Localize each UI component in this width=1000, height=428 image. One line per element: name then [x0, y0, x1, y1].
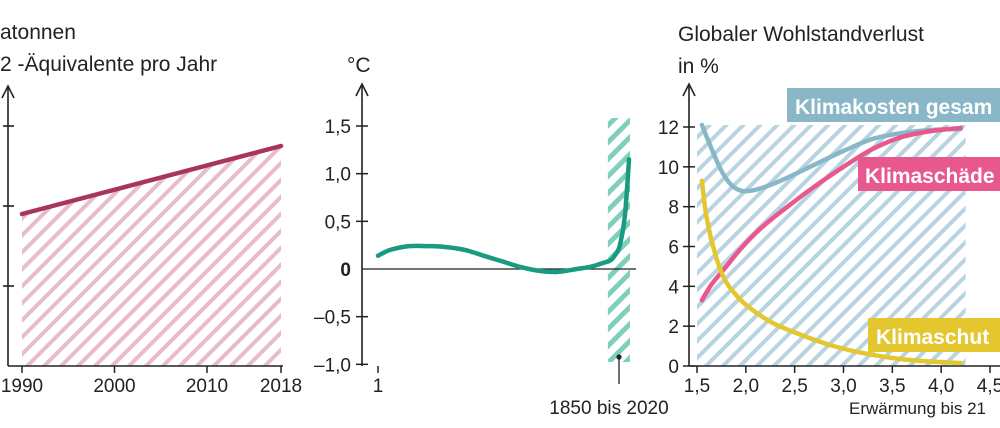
temperature-x-tick-label-1: 1	[373, 376, 384, 397]
emissions-x-tick-label-2: 2010	[186, 376, 228, 397]
emissions-x-tick-label-1: 2000	[93, 376, 135, 397]
legend-protection: Klimaschut	[868, 318, 1000, 352]
temperature-series-line	[375, 157, 632, 275]
welfare-title-line-1: Globaler Wohlstandverlust	[678, 23, 924, 46]
welfare-x-tick-label-4: 3,5	[879, 376, 905, 397]
welfare-y-tick-label-6: 12	[658, 118, 679, 139]
legend-protection-label: Klimaschut	[876, 326, 989, 349]
legend-damages-label: Klimaschäde	[865, 165, 995, 188]
emissions-area-fill	[22, 146, 281, 366]
emissions-panel: atonnen 2 -Äquivalente pro Jahr 1990 2000…	[0, 21, 302, 397]
emissions-x-tick-label-0: 1990	[1, 376, 43, 397]
temperature-highlight-label: 1850 bis 2020	[549, 398, 668, 419]
welfare-y-axis-arrow	[682, 82, 696, 97]
legend-protection-box	[868, 318, 1000, 352]
legend-total-costs: Klimakosten gesam	[787, 88, 1000, 122]
welfare-y-tick-label-4: 8	[668, 198, 679, 219]
welfare-x-tick-label-0: 1,5	[684, 376, 710, 397]
emissions-series-line	[19, 143, 284, 217]
welfare-x-axis-label: Erwärmung bis 21	[849, 399, 986, 418]
welfare-y-tick-label-2: 4	[668, 277, 679, 298]
emissions-x-tick-label-3: 2018	[260, 376, 302, 397]
temperature-y-axis-arrow	[355, 82, 369, 97]
emissions-x-ticks: 1990 2000 2010 2018	[1, 366, 302, 397]
welfare-series-total-costs	[699, 122, 963, 194]
welfare-y-tick-label-1: 2	[668, 317, 679, 338]
welfare-x-ticks: 1,5 2,0 2,5 3,0 3,5 4,0 4,5	[684, 366, 1000, 397]
emissions-y-axis-arrow	[1, 84, 15, 99]
welfare-y-tick-label-0: 0	[668, 357, 679, 378]
temperature-y-tick-label-5: –1,0	[314, 355, 351, 376]
welfare-x-tick-label-2: 2,5	[781, 376, 807, 397]
legend-damages: Klimaschäde	[858, 157, 1000, 191]
welfare-y-tick-label-3: 6	[668, 238, 679, 259]
legend-total-costs-label: Klimakosten gesam	[795, 96, 992, 119]
temperature-y-tick-label-2: 0,5	[325, 212, 351, 233]
temperature-y-tick-label-0: 1,5	[325, 117, 351, 138]
temperature-panel: °C 1,5 1,0 0,5 0 –0,5 –1,0 1 1850 bis 2020	[314, 54, 669, 419]
emissions-y-ticks	[3, 125, 14, 287]
welfare-y-ticks: 0 2 4 6 8 10 12	[658, 118, 695, 378]
welfare-x-tick-label-3: 3,0	[830, 376, 856, 397]
welfare-y-tick-label-5: 10	[658, 158, 679, 179]
welfare-series-protection	[699, 178, 963, 366]
emissions-ylabel-line-2: 2 -Äquivalente pro Jahr	[0, 53, 217, 76]
temperature-y-ticks: 1,5 1,0 0,5 0 –0,5 –1,0	[314, 117, 368, 376]
temperature-unit-label: °C	[347, 54, 371, 77]
legend-damages-box	[858, 157, 1000, 191]
welfare-panel: Globaler Wohlstandverlust in % 0 2 4 6 8 10 12…	[658, 23, 1000, 418]
temperature-y-tick-label-1: 1,0	[325, 165, 351, 186]
welfare-x-tick-label-1: 2,0	[733, 376, 759, 397]
temperature-y-tick-label-3: 0	[340, 260, 351, 281]
legend-total-costs-box	[787, 88, 1000, 122]
temperature-y-tick-label-4: –0,5	[314, 308, 351, 329]
welfare-x-tick-label-5: 4,0	[928, 376, 954, 397]
temperature-highlight-dot	[616, 354, 622, 360]
welfare-series-damages	[699, 125, 963, 303]
welfare-title-line-2: in %	[678, 55, 719, 78]
welfare-x-tick-label-6: 4,5	[977, 376, 1000, 397]
emissions-ylabel-line-1: atonnen	[0, 21, 76, 44]
